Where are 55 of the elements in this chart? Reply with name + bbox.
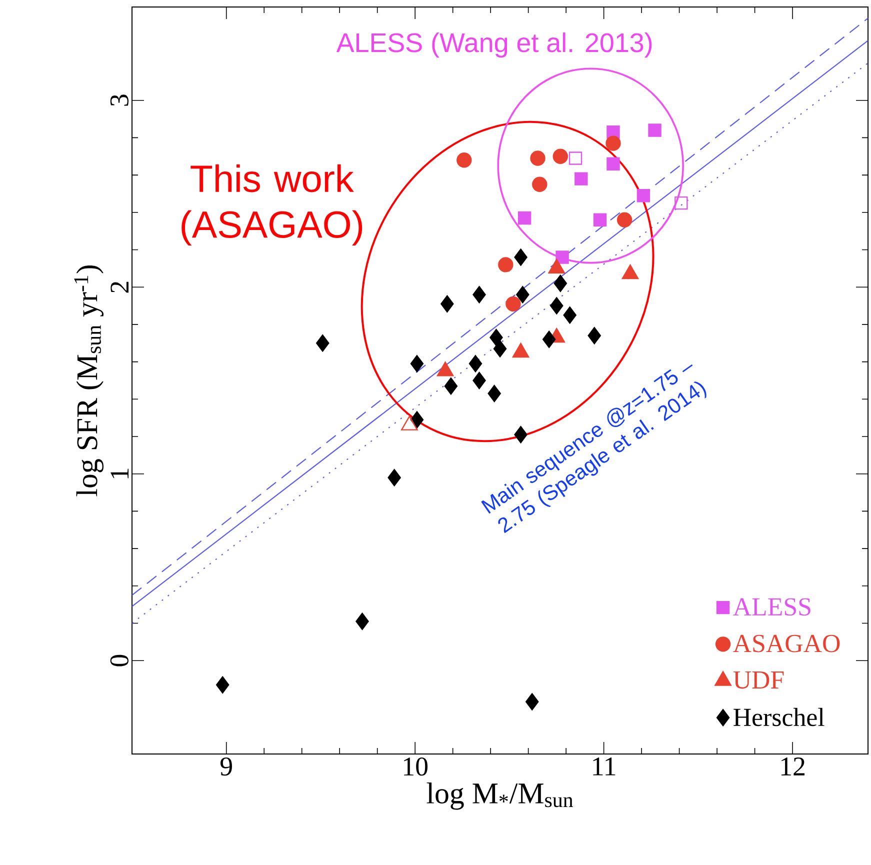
point: [568, 152, 582, 165]
point: [530, 150, 546, 166]
x-tick-label: 12: [781, 758, 804, 776]
point: [556, 250, 569, 264]
point: [410, 411, 424, 428]
point: [616, 212, 632, 228]
point: [525, 693, 539, 710]
point: [444, 377, 458, 395]
annotation: This work (ASAGAO): [182, 164, 362, 246]
legend-label: UDF: [733, 671, 784, 689]
point: [506, 296, 521, 312]
point: [216, 676, 230, 694]
point: [606, 136, 621, 151]
y-tick-label: 3: [110, 94, 128, 106]
legend-label: Herschel: [734, 708, 824, 726]
y-tick-label: 2: [110, 282, 128, 293]
x-axis-title: log M$_{*}$/M$_{sun}$: [426, 782, 574, 810]
point: [456, 152, 472, 168]
point: [648, 124, 662, 137]
y-tick-label: 0: [110, 654, 128, 666]
point: [636, 189, 650, 202]
point: [563, 306, 576, 324]
x-tick-label: 11: [593, 757, 616, 776]
point: [493, 340, 507, 358]
point: [518, 211, 532, 225]
point: [554, 274, 567, 292]
point: [316, 334, 330, 352]
point: [552, 148, 568, 164]
y-axis-title: log SFR (M$_{sun}$ yr$^{-1}$): [74, 265, 104, 496]
point: [532, 176, 548, 192]
legend-label: ASAGAO: [733, 634, 840, 652]
point: [410, 355, 424, 372]
point: [593, 213, 607, 226]
x-tick-label: 9: [220, 758, 232, 776]
point: [550, 297, 564, 314]
point: [516, 286, 530, 304]
point: [606, 157, 620, 170]
y-tick-label: 1: [110, 468, 128, 478]
point: [588, 327, 601, 344]
point: [472, 286, 486, 304]
point: [498, 257, 514, 272]
point: [356, 612, 369, 630]
point: [574, 172, 588, 186]
legend-label: ALESS: [733, 598, 810, 616]
point: [488, 384, 501, 402]
point: [472, 372, 486, 390]
annotation: ALESS (Wang et al. 2013): [336, 32, 652, 58]
point: [468, 355, 482, 372]
point: [514, 248, 528, 266]
point: [674, 196, 688, 210]
point: [542, 330, 556, 348]
x-tick-label: 10: [404, 758, 428, 776]
point: [388, 468, 401, 486]
point: [440, 295, 454, 313]
point: [490, 328, 503, 346]
